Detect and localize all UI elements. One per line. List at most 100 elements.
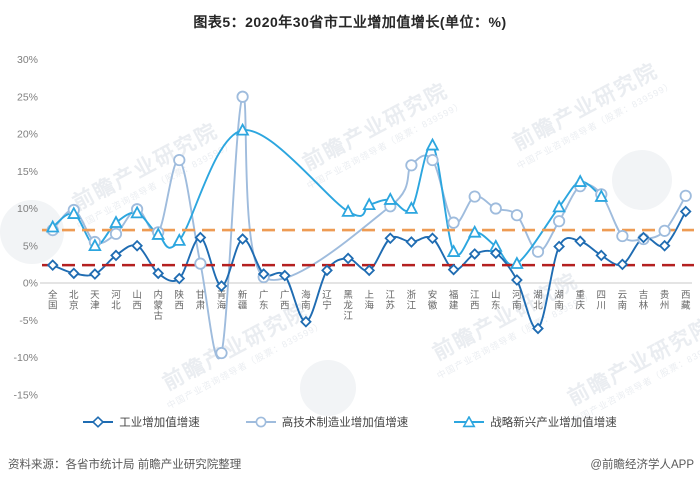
legend-item-industrial: 工业增加值增速: [83, 414, 200, 430]
marker-circle: [531, 245, 545, 258]
x-axis-label: 江苏: [386, 290, 396, 312]
marker-diamond: [574, 235, 587, 248]
marker-diamond: [679, 205, 692, 218]
marker-diamond: [46, 259, 59, 271]
marker-circle: [489, 202, 502, 215]
x-axis-label: 浙江: [407, 289, 417, 312]
marker-triangle: [235, 122, 250, 136]
x-axis-label: 湖南: [554, 290, 564, 312]
svg-text:10%: 10%: [17, 203, 38, 215]
marker-circle: [236, 90, 249, 103]
marker-diamond: [152, 267, 165, 280]
marker-triangle: [151, 227, 166, 240]
marker-diamond: [257, 268, 270, 280]
marker-triangle: [446, 244, 461, 257]
marker-diamond: [426, 232, 439, 245]
marker-diamond: [595, 249, 608, 262]
x-axis-label: 四川: [597, 290, 607, 312]
marker-triangle: [88, 238, 102, 252]
marker-diamond: [278, 269, 291, 282]
marker-diamond: [131, 239, 143, 252]
reference-lines: [42, 228, 694, 267]
marker-diamond: [468, 248, 481, 260]
plot-area: 30% 25% 20% 15% 10% 5% 0% -5% -10% -15% 全国北京天津河北山西…: [13, 54, 694, 401]
legend-label: 高技术制造业增加值增速: [281, 417, 409, 429]
svg-text:30%: 30%: [17, 54, 38, 66]
marker-circle: [215, 346, 228, 360]
marker-diamond: [384, 232, 397, 245]
marker-diamond: [236, 233, 249, 245]
marker-triangle: [45, 219, 60, 233]
marker-circle: [468, 190, 481, 203]
y-axis-tick-labels: 30% 25% 20% 15% 10% 5% 0% -5% -10% -15%: [13, 54, 38, 401]
credit-note: @前瞻经济学人APP: [590, 459, 694, 471]
svg-text:-15%: -15%: [13, 389, 38, 401]
marker-diamond: [342, 252, 354, 265]
marker-circle: [616, 229, 629, 243]
marker-circle: [447, 216, 460, 229]
svg-text:-5%: -5%: [19, 315, 38, 327]
marker-circle: [173, 153, 186, 167]
svg-text:-10%: -10%: [13, 352, 38, 364]
x-axis-label: 山西: [132, 290, 142, 312]
marker-diamond: [110, 249, 122, 262]
marker-diamond: [658, 239, 671, 252]
x-axis-label: 上海: [364, 290, 374, 312]
marker-diamond: [553, 240, 565, 253]
marker-circle: [109, 227, 123, 240]
marker-diamond: [300, 315, 312, 328]
x-axis-label: 山东: [491, 290, 501, 312]
marker-triangle: [425, 137, 440, 151]
marker-circle: [405, 159, 418, 172]
x-axis-label: 云南: [618, 290, 628, 312]
marker-diamond: [616, 258, 629, 271]
marker-circle: [426, 153, 439, 167]
x-axis-label: 辽宁: [322, 289, 332, 312]
x-axis-label: 陕西: [175, 289, 185, 312]
marker-diamond: [532, 322, 544, 335]
x-axis-label: 北京: [69, 290, 79, 312]
marker-triangle: [362, 197, 377, 211]
marker-triangle: [573, 174, 588, 187]
marker-circle: [679, 189, 692, 202]
marker-triangle: [130, 205, 144, 219]
svg-text:25%: 25%: [17, 91, 38, 103]
x-axis-label: 河北: [111, 289, 121, 312]
marker-diamond: [89, 268, 101, 280]
marker-triangle: [404, 200, 419, 214]
legend-label: 战略新兴产业增加值增速: [490, 417, 617, 429]
legend-label: 工业增加值增速: [119, 417, 200, 429]
marker-circle: [194, 257, 207, 270]
marker-diamond: [215, 280, 228, 292]
series-lines: [51, 95, 687, 360]
marker-diamond: [511, 274, 523, 286]
series-markers: [45, 90, 692, 360]
x-axis-label: 广东: [259, 289, 269, 312]
x-axis-label: 天津: [90, 290, 100, 312]
marker-triangle: [341, 203, 355, 217]
marker-triangle: [66, 206, 81, 219]
legend-item-hightech: 高技术制造业增加值增速: [245, 414, 409, 430]
marker-triangle: [467, 224, 482, 238]
marker-diamond: [321, 264, 333, 277]
source-note: 资料来源：各省市统计局 前瞻产业研究院整理: [8, 459, 242, 471]
svg-text:0%: 0%: [23, 278, 38, 290]
chart-title: 图表5：2020年30省市工业增加值增长(单位：%): [193, 14, 507, 30]
marker-circle: [552, 215, 566, 228]
x-axis-label: 吉林: [639, 290, 649, 312]
marker-circle: [658, 224, 671, 237]
x-axis-label: 江西: [470, 290, 480, 312]
marker-diamond: [363, 264, 376, 277]
line-circle-icon: [245, 416, 276, 428]
marker-triangle: [594, 189, 609, 202]
line-diamond-icon: [83, 416, 114, 428]
marker-diamond: [637, 231, 650, 244]
svg-text:20%: 20%: [17, 129, 38, 141]
x-axis-label: 黑龙江: [343, 290, 353, 322]
x-axis-label: 甘肃: [196, 289, 206, 312]
x-axis-label: 青海: [217, 289, 227, 312]
marker-diamond: [194, 231, 207, 244]
chart-footer: 资料来源：各省市统计局 前瞻产业研究院整理 @前瞻经济学人APP: [0, 456, 700, 472]
